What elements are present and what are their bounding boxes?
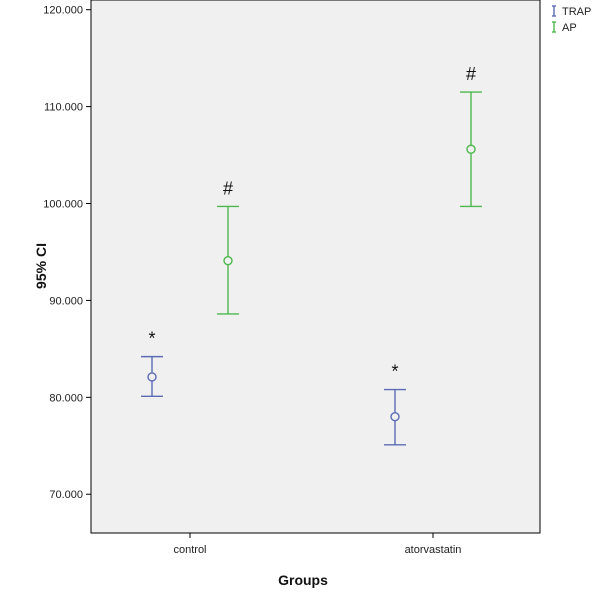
y-tick-label: 120.000 [43,5,83,17]
error-bar-trap: * [141,329,163,398]
y-axis: 70.000 80.000 90.000 100.000 110.000 120.000 [43,5,91,501]
x-axis-title: Groups [278,572,328,588]
legend: TRAP AP [552,5,591,34]
error-bar-trap: * [384,362,406,446]
significance-marker: * [148,329,155,349]
mean-point [223,255,233,266]
y-tick-label: 70.000 [49,489,83,501]
mean-point [147,372,157,382]
y-axis-title: 95% CI [33,243,49,289]
x-axis: control atorvastatin [173,533,461,556]
legend-label: AP [562,22,577,34]
y-tick-label: 90.000 [49,295,83,307]
y-tick-label: 80.000 [49,392,83,404]
significance-marker: # [466,64,476,84]
significance-marker: # [223,178,233,198]
x-tick-label: atorvastatin [405,544,462,556]
legend-label: TRAP [562,6,591,18]
error-bar-ap: # [217,178,239,315]
y-tick-label: 110.000 [44,102,83,114]
error-bar-ap: # [460,64,482,208]
y-tick-label: 100.000 [43,199,83,211]
x-tick-label: control [173,544,206,556]
plot-area [90,0,541,534]
significance-marker: * [391,362,398,382]
error-bars: * * # # [141,64,482,446]
mean-point [390,412,400,422]
mean-point [466,144,476,154]
